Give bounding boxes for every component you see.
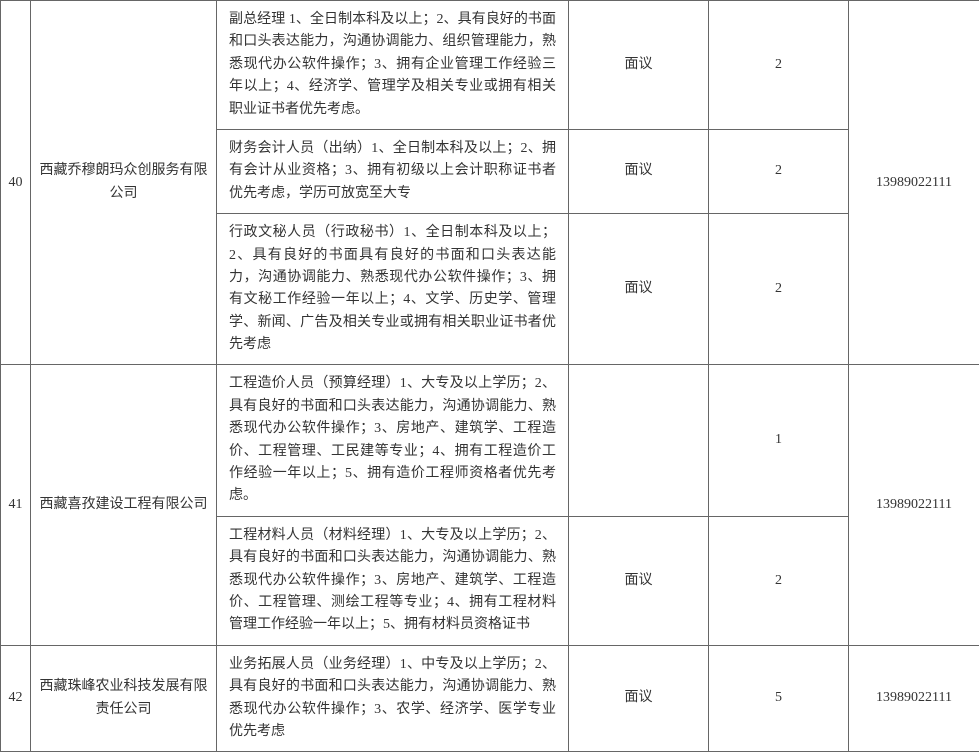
company-name: 西藏珠峰农业科技发展有限责任公司 <box>31 645 217 752</box>
position-description: 副总经理 1、全日制本科及以上；2、具有良好的书面和口头表达能力，沟通协调能力、… <box>217 1 569 130</box>
count: 2 <box>709 129 849 213</box>
salary <box>569 365 709 516</box>
row-number: 41 <box>1 365 31 645</box>
position-description: 行政文秘人员（行政秘书）1、全日制本科及以上；2、具有良好的书面具有良好的书面和… <box>217 214 569 365</box>
company-name: 西藏喜孜建设工程有限公司 <box>31 365 217 645</box>
table-row: 40 西藏乔穆朗玛众创服务有限公司 副总经理 1、全日制本科及以上；2、具有良好… <box>1 1 979 130</box>
contact-phone: 13989022111 <box>849 645 979 752</box>
contact-phone: 13989022111 <box>849 365 979 645</box>
salary: 面议 <box>569 1 709 130</box>
recruitment-table: 40 西藏乔穆朗玛众创服务有限公司 副总经理 1、全日制本科及以上；2、具有良好… <box>0 0 979 752</box>
company-name: 西藏乔穆朗玛众创服务有限公司 <box>31 1 217 365</box>
position-description: 业务拓展人员（业务经理）1、中专及以上学历；2、具有良好的书面和口头表达能力，沟… <box>217 645 569 752</box>
count: 2 <box>709 516 849 645</box>
count: 1 <box>709 365 849 516</box>
position-description: 财务会计人员（出纳）1、全日制本科及以上；2、拥有会计从业资格；3、拥有初级以上… <box>217 129 569 213</box>
table-body: 40 西藏乔穆朗玛众创服务有限公司 副总经理 1、全日制本科及以上；2、具有良好… <box>1 1 979 752</box>
contact-phone: 13989022111 <box>849 1 979 365</box>
row-number: 42 <box>1 645 31 752</box>
table-row: 42 西藏珠峰农业科技发展有限责任公司 业务拓展人员（业务经理）1、中专及以上学… <box>1 645 979 752</box>
count: 5 <box>709 645 849 752</box>
row-number: 40 <box>1 1 31 365</box>
salary: 面议 <box>569 214 709 365</box>
salary: 面议 <box>569 516 709 645</box>
salary: 面议 <box>569 129 709 213</box>
salary: 面议 <box>569 645 709 752</box>
count: 2 <box>709 1 849 130</box>
table-row: 41 西藏喜孜建设工程有限公司 工程造价人员（预算经理）1、大专及以上学历；2、… <box>1 365 979 516</box>
position-description: 工程材料人员（材料经理）1、大专及以上学历；2、具有良好的书面和口头表达能力，沟… <box>217 516 569 645</box>
position-description: 工程造价人员（预算经理）1、大专及以上学历；2、具有良好的书面和口头表达能力，沟… <box>217 365 569 516</box>
count: 2 <box>709 214 849 365</box>
